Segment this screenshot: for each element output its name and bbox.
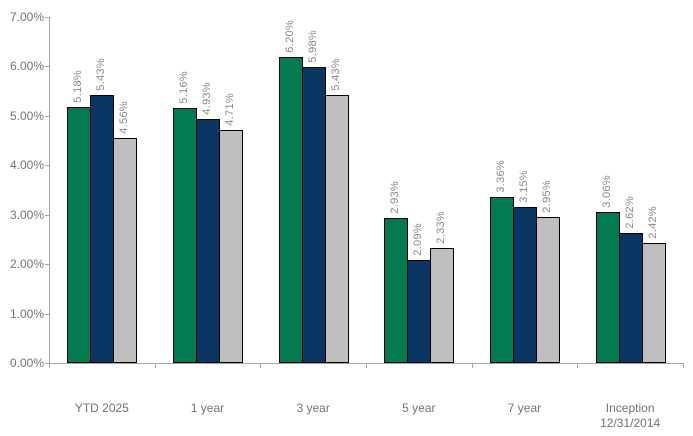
y-axis-tick (45, 66, 49, 68)
bar-value-label: 3.06% (601, 175, 613, 208)
bar-value-label: 5.18% (72, 70, 84, 103)
bar-value-label: 5.98% (307, 30, 319, 63)
bar-value-label: 5.43% (95, 58, 107, 91)
bar-value-label: 2.93% (389, 181, 401, 214)
bar-series-green-5 (490, 197, 514, 363)
y-axis-tick-label: 4.00% (9, 158, 44, 173)
bar-value-label: 2.33% (435, 211, 447, 244)
category-label-6: Inception 12/31/2014 (600, 401, 661, 430)
bar-series-green-2 (173, 108, 197, 363)
y-axis-tick (45, 165, 49, 167)
bar-series-navy-2 (196, 119, 220, 363)
x-axis-tick (683, 364, 684, 368)
bar-value-label: 2.42% (647, 206, 659, 239)
bar-value-label: 2.95% (541, 180, 553, 213)
y-axis-tick-label: 6.00% (9, 59, 44, 74)
bar-series-navy-1 (90, 95, 114, 363)
bar-value-label: 2.09% (412, 223, 424, 256)
y-axis-tick (45, 214, 49, 216)
y-axis-tick-label: 0.00% (9, 356, 44, 370)
category-label-4: 5 year (402, 401, 436, 415)
bar-series-gray-1 (113, 138, 137, 363)
bar-value-label: 6.20% (284, 20, 296, 53)
bar-value-label: 2.62% (624, 196, 636, 229)
bar-value-label: 5.43% (330, 58, 342, 91)
bar-series-gray-4 (430, 248, 454, 363)
bar-series-green-6 (596, 212, 620, 363)
x-axis-tick (260, 364, 262, 368)
bar-series-navy-5 (513, 207, 537, 363)
category-label-1: YTD 2025 (74, 401, 129, 415)
y-axis-tick-label: 7.00% (9, 10, 44, 24)
bar-series-navy-6 (619, 233, 643, 363)
x-axis-tick (471, 364, 473, 368)
bar-series-gray-6 (642, 243, 666, 363)
y-axis-tick (45, 313, 49, 315)
bar-value-label: 5.16% (178, 71, 190, 104)
y-axis-tick (45, 115, 49, 117)
y-axis-tick-label: 1.00% (9, 306, 44, 321)
y-axis-tick-label: 2.00% (9, 257, 44, 272)
bar-series-gray-3 (325, 95, 349, 363)
bar-series-green-4 (384, 218, 408, 363)
category-label-3: 3 year (296, 401, 330, 415)
bar-value-label: 4.71% (224, 93, 236, 126)
x-axis-tick (154, 364, 156, 368)
y-axis-line (49, 17, 50, 363)
category-label-5: 7 year (507, 401, 542, 415)
bar-series-green-1 (67, 107, 91, 363)
category-label-2: 1 year (190, 401, 225, 415)
x-axis-tick (577, 364, 579, 368)
bar-series-green-3 (279, 57, 303, 363)
bar-series-gray-2 (219, 130, 243, 363)
bar-value-label: 3.15% (518, 170, 530, 203)
bar-series-gray-5 (536, 217, 560, 363)
bar-value-label: 4.56% (118, 101, 130, 134)
y-axis-tick (45, 264, 49, 266)
y-axis-tick (45, 17, 49, 18)
y-axis-tick (45, 363, 49, 364)
bar-series-navy-3 (302, 67, 326, 363)
x-axis-tick (366, 364, 367, 368)
y-axis-tick-label: 5.00% (9, 108, 44, 123)
x-axis-tick (49, 364, 50, 368)
bar-series-navy-4 (407, 260, 431, 363)
bar-value-label: 3.36% (495, 160, 507, 193)
x-axis-line (49, 363, 684, 364)
bar-value-label: 4.93% (201, 82, 213, 115)
y-axis-tick-label: 3.00% (9, 207, 44, 222)
